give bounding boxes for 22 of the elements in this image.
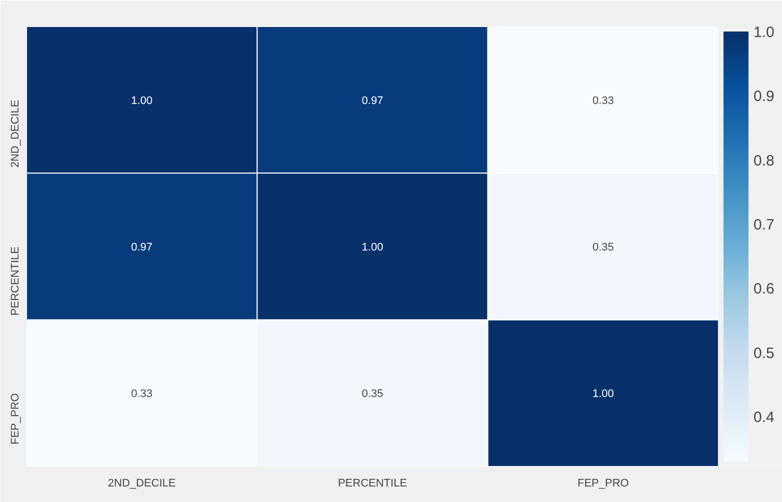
data-label: 0.97: [131, 242, 153, 254]
data-label: 0.35: [592, 242, 614, 254]
data-label: 1.00: [592, 388, 614, 400]
data-label: 0.97: [362, 94, 384, 107]
color-bar-label: 1.0: [754, 24, 774, 41]
y-tick-label: 2ND_DECILE: [10, 100, 22, 168]
color-bar-label: 0.4: [754, 409, 774, 426]
data-label: 0.35: [362, 388, 384, 400]
color-bar-label: 0.6: [754, 280, 774, 298]
data-label: 1.00: [131, 94, 153, 107]
x-tick-label: PERCENTILE: [338, 478, 408, 490]
data-label: 0.33: [131, 388, 153, 400]
color-bar-label: 0.7: [754, 216, 774, 234]
color-bar-label: 0.9: [754, 88, 774, 106]
y-tick-label: FEP_PRO: [10, 392, 22, 445]
data-label: 1.00: [362, 242, 384, 254]
color-bar-label: 0.5: [754, 344, 774, 362]
y-tick-label: PERCENTILE: [10, 246, 22, 316]
color-bar-label: 0.8: [754, 152, 774, 170]
x-tick-label: 2ND_DECILE: [108, 478, 176, 490]
data-label: 0.33: [592, 94, 614, 107]
x-tick-label: FEP_PRO: [577, 478, 630, 490]
